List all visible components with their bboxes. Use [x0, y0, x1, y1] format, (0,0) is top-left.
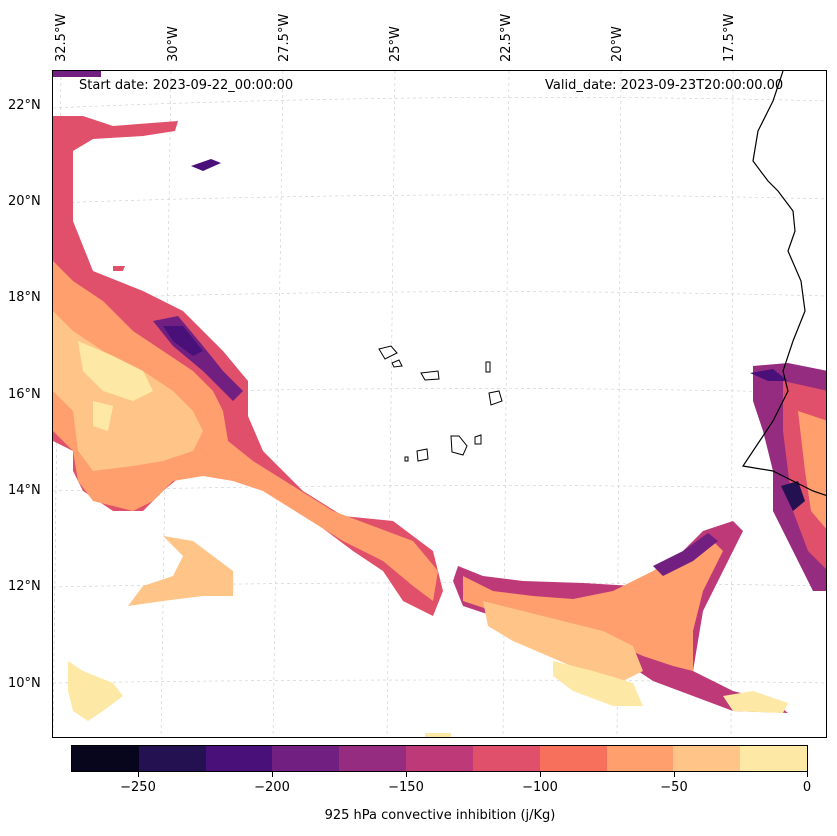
colorbar-tick-label: −200	[254, 780, 290, 795]
colorbar-segment-4	[339, 746, 407, 771]
lat-label-12n: 12°N	[8, 579, 41, 594]
cin-region-east-dark2	[781, 481, 805, 511]
lat-label-22n: 22°N	[8, 98, 41, 113]
lat-label-20n: 20°N	[8, 194, 41, 209]
colorbar-tick	[807, 772, 808, 777]
colorbar-segment-0	[72, 746, 139, 771]
cin-region-east-dark	[750, 369, 788, 381]
colorbar-segment-9	[673, 746, 741, 771]
colorbar-segment-6	[472, 746, 540, 771]
colorbar-tick	[138, 772, 139, 777]
cin-region-east-light	[798, 411, 826, 529]
lon-label-20w: 20°W	[610, 26, 625, 62]
map-canvas	[53, 71, 826, 737]
lon-label-25w: 25°W	[388, 26, 403, 62]
cin-region-south-dark	[653, 533, 718, 576]
cin-contours	[53, 71, 826, 737]
colorbar-tick	[406, 772, 407, 777]
lon-label-22-5w: 22.5°W	[499, 13, 514, 62]
cin-region-west-dark2	[163, 326, 203, 356]
cin-speck-4	[425, 733, 451, 737]
cin-speck-3	[113, 266, 125, 271]
colorbar-segment-5	[406, 746, 473, 771]
lat-label-18n: 18°N	[8, 290, 41, 305]
start-date-annotation: Start date: 2023-09-22_00:00:00	[79, 78, 294, 93]
cin-region-south-pale2	[723, 691, 788, 713]
lon-label-27-5w: 27.5°W	[277, 13, 292, 62]
lon-label-32-5w: 32.5°W	[54, 13, 69, 62]
map-panel	[52, 70, 827, 738]
colorbar-tick-label: −250	[120, 780, 156, 795]
valid-date-annotation: Valid_date: 2023-09-23T20:00:00.00	[545, 78, 784, 93]
cin-region-southwest-pale	[68, 661, 123, 721]
cin-region-west-mid	[53, 261, 438, 601]
african-coastline	[741, 71, 826, 496]
colorbar-tick-label: −100	[522, 780, 558, 795]
colorbar-tick	[674, 772, 675, 777]
colorbar-tick-label: −150	[388, 780, 424, 795]
colorbar-segment-10	[740, 746, 807, 771]
colorbar-tick	[540, 772, 541, 777]
cabo-verde-islands	[378, 345, 503, 462]
colorbar-segment-1	[138, 746, 206, 771]
colorbar-tick	[272, 772, 273, 777]
colorbar-segment-2	[205, 746, 273, 771]
colorbar-segment-7	[539, 746, 607, 771]
colorbar-tick-label: −50	[660, 780, 688, 795]
lat-label-14n: 14°N	[8, 483, 41, 498]
lat-label-10n: 10°N	[8, 676, 41, 691]
lon-label-17-5w: 17.5°W	[722, 13, 737, 62]
colorbar-segment-3	[272, 746, 340, 771]
colorbar-tick-label: 0	[802, 780, 812, 795]
cin-region-south-mid	[463, 541, 723, 671]
cin-region-south-light	[483, 601, 643, 681]
cin-region-west-pale2	[93, 401, 113, 431]
cin-speck-2	[191, 159, 221, 171]
cin-speck-1	[53, 71, 101, 77]
cin-region-south-west	[128, 536, 233, 606]
lat-label-16n: 16°N	[8, 387, 41, 402]
cin-region-south-pale	[553, 661, 643, 706]
lon-label-30w: 30°W	[166, 26, 181, 62]
colorbar-segment-8	[606, 746, 674, 771]
colorbar	[71, 745, 808, 772]
cin-region-west-pale	[78, 341, 153, 401]
colorbar-title: 925 hPa convective inhibition (j/Kg)	[324, 808, 556, 823]
